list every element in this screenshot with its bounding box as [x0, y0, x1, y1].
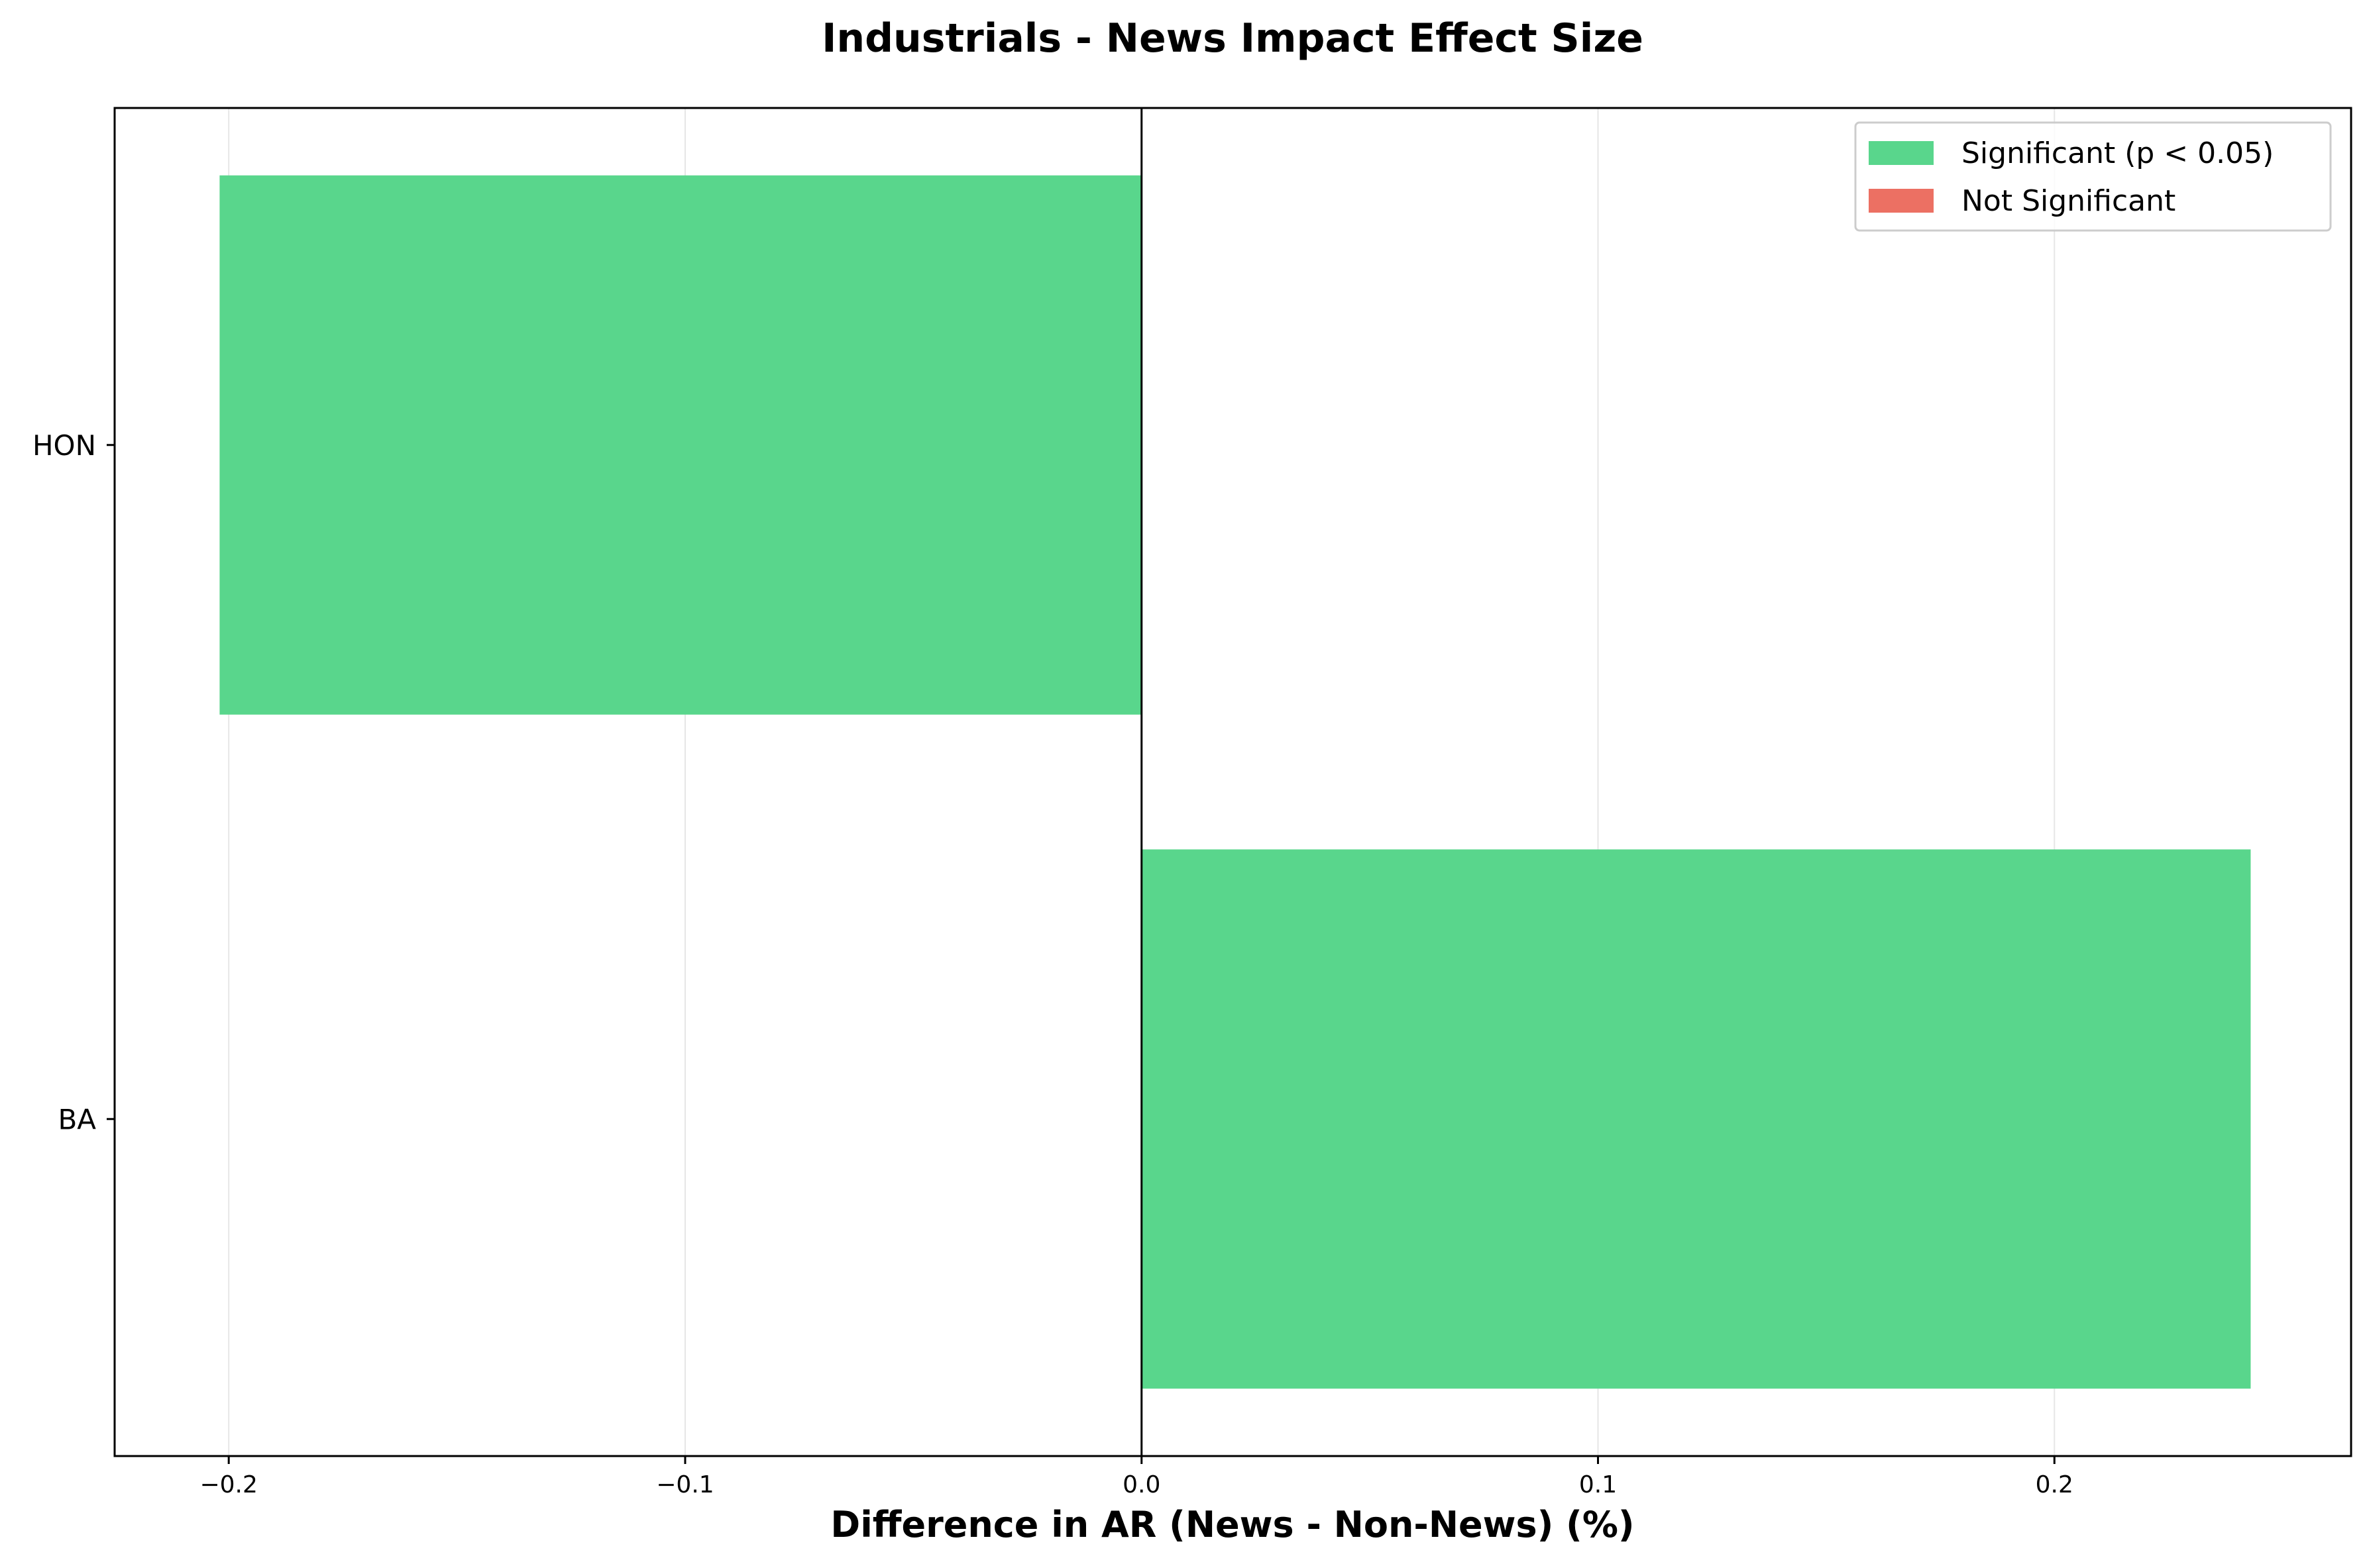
legend-box [1854, 121, 2332, 232]
x-tick-label: −0.1 [656, 1471, 714, 1498]
y-tick-label-ba: BA [58, 1103, 96, 1135]
y-tick-label-hon: HON [32, 429, 96, 462]
y-axis-ticks: HON BA [32, 429, 115, 1135]
legend: Significant (p < 0.05) Not Significant [1854, 121, 2332, 232]
x-axis-label: Difference in AR (News - Non-News) (%) [830, 1504, 1634, 1545]
x-tick-label: 0.0 [1123, 1471, 1160, 1498]
x-tick-label: 0.1 [1579, 1471, 1617, 1498]
chart-title: Industrials - News Impact Effect Size [822, 15, 1643, 62]
x-axis-ticks: −0.2 −0.1 0.0 0.1 0.2 [199, 1456, 2073, 1498]
bar-hon [219, 175, 1142, 715]
plot-frame [113, 107, 2352, 1457]
legend-swatch-significant [1869, 141, 1934, 165]
legend-label-significant: Significant (p < 0.05) [1961, 136, 2274, 170]
bars [219, 175, 2251, 1389]
legend-label-not-significant: Not Significant [1961, 184, 2175, 218]
bar-ba [1141, 849, 2251, 1389]
x-tick-label: 0.2 [2036, 1471, 2073, 1498]
legend-swatch-not-significant [1869, 189, 1934, 213]
x-tick-label: −0.2 [199, 1471, 257, 1498]
